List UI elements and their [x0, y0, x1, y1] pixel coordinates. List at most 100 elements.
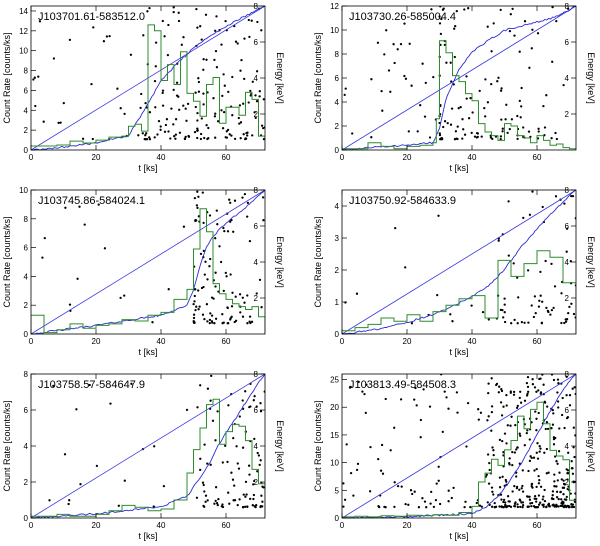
y-tick-label: 8	[24, 215, 29, 224]
photon-events	[344, 190, 576, 325]
photon-point	[553, 504, 556, 507]
photon-point	[205, 58, 208, 61]
photon-point	[537, 494, 541, 497]
photon-point	[140, 92, 143, 96]
photon-events	[342, 374, 576, 509]
photon-point	[533, 386, 537, 389]
photon-point	[439, 32, 443, 36]
photon-point	[248, 473, 251, 476]
y-tick-label: 0	[335, 146, 340, 155]
photon-point	[52, 57, 56, 60]
photon-point	[208, 321, 211, 325]
photon-point	[63, 453, 67, 456]
photon-point	[480, 135, 483, 138]
photon-point	[33, 76, 36, 79]
count-rate-histogram	[31, 24, 265, 150]
photon-point	[192, 313, 196, 316]
photon-point	[219, 260, 223, 264]
photon-point	[68, 303, 72, 306]
photon-point	[203, 443, 206, 446]
photon-point	[453, 55, 456, 59]
photon-point	[513, 318, 516, 322]
photon-point	[196, 406, 199, 409]
photon-point	[498, 438, 502, 442]
photon-point	[530, 421, 533, 424]
y-tick-label: 0	[24, 330, 29, 339]
x-tick-label: 0	[340, 337, 345, 346]
photon-point	[520, 86, 523, 90]
photon-point	[501, 475, 504, 478]
photon-point	[459, 105, 462, 109]
photon-point	[535, 497, 538, 501]
photon-point	[566, 478, 569, 481]
photon-point	[465, 445, 468, 448]
photon-point	[161, 89, 165, 92]
photon-point	[539, 377, 542, 380]
photon-point	[535, 485, 538, 489]
photon-point	[479, 411, 483, 414]
photon-point	[531, 190, 534, 193]
x-tick-label: 40	[468, 337, 477, 346]
photon-point	[514, 501, 517, 504]
photon-point	[491, 137, 494, 141]
y-tick-label: 1	[335, 298, 340, 307]
photon-point	[236, 503, 239, 507]
photon-point	[206, 387, 210, 390]
y2-axis-label: Energy [keV]	[275, 52, 285, 104]
x-tick-label: 20	[92, 521, 101, 530]
photon-point	[441, 430, 444, 434]
photon-point	[393, 505, 396, 509]
photon-point	[533, 295, 537, 298]
photon-point	[167, 130, 170, 133]
y-tick-label: 10	[330, 459, 339, 468]
y-axis-label: Count Rate [counts/ks]	[313, 400, 323, 491]
photon-point	[396, 484, 400, 488]
uniform-reference-line	[341, 189, 577, 335]
photon-point	[394, 226, 397, 230]
photon-point	[519, 401, 523, 404]
photon-point	[201, 313, 205, 316]
photon-point	[516, 114, 519, 118]
photon-point	[520, 487, 523, 490]
photon-point	[449, 313, 452, 316]
photon-point	[557, 450, 561, 453]
photon-point	[556, 400, 560, 403]
photon-point	[518, 99, 521, 103]
photon-point	[411, 492, 414, 496]
photon-point	[214, 271, 217, 274]
photon-point	[389, 449, 392, 452]
photon-point	[447, 489, 450, 492]
photon-point	[498, 476, 502, 479]
photon-point	[562, 501, 565, 505]
photon-point	[574, 492, 576, 495]
photon-point	[436, 293, 439, 297]
photon-point	[238, 104, 242, 107]
photon-point	[509, 424, 512, 427]
photon-point	[535, 451, 538, 454]
y-tick-label: 6	[335, 74, 340, 83]
photon-point	[203, 505, 206, 508]
photon-point	[172, 88, 175, 92]
photon-point	[438, 132, 441, 135]
photon-point	[223, 229, 226, 233]
photon-point	[143, 137, 146, 141]
photon-point	[422, 388, 425, 391]
photon-point	[515, 475, 518, 478]
y-tick-label: 0	[335, 514, 340, 523]
photon-point	[196, 111, 199, 115]
photon-point	[438, 15, 441, 18]
photon-point	[560, 502, 563, 505]
photon-point	[419, 418, 423, 422]
photon-point	[550, 137, 553, 140]
photon-point	[440, 137, 444, 141]
photon-point	[456, 137, 459, 141]
photon-point	[573, 455, 576, 459]
photon-point	[159, 128, 162, 131]
photon-point	[503, 297, 506, 300]
photon-point	[248, 35, 251, 39]
photon-point	[523, 444, 526, 447]
photon-point	[233, 199, 237, 202]
photon-point	[342, 482, 345, 485]
photon-point	[237, 467, 241, 470]
photon-point	[511, 450, 514, 454]
